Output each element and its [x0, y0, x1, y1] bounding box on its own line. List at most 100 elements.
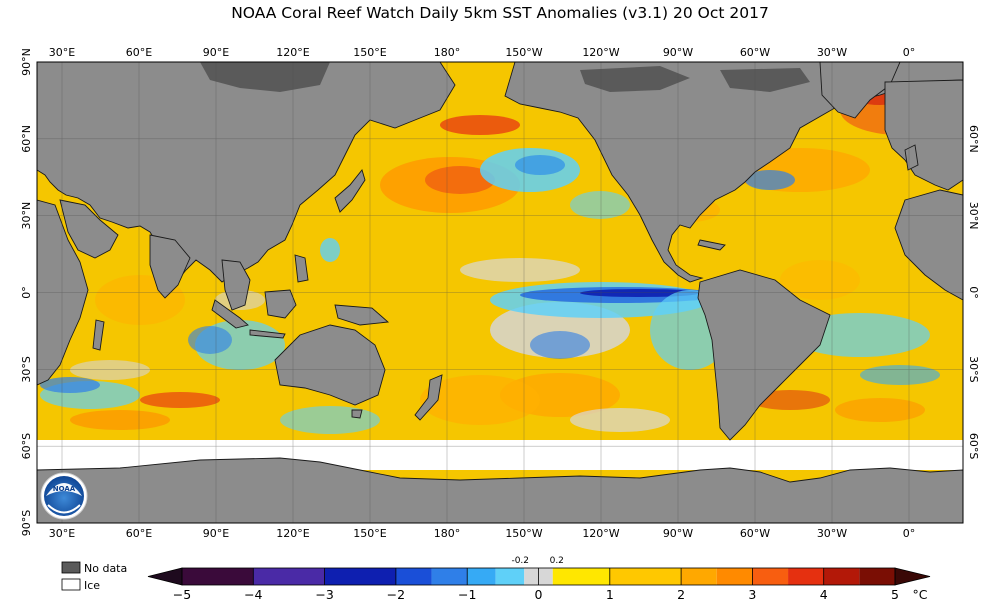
colorbar: −5 −4 −3 −2 −1 0 1 2 3 4 5 -0.2 0.2 °C [147, 556, 931, 602]
greenland [819, 62, 901, 119]
colorbar-segment [788, 568, 824, 585]
java [249, 329, 286, 339]
lon-label-bottom: 90°W [663, 527, 693, 540]
lat-label-left: 60°N [20, 125, 33, 153]
lat-label-left: 30°S [20, 356, 33, 382]
lon-label-bottom: 150°E [353, 527, 386, 540]
new-zealand [414, 374, 443, 421]
lon-label-top: 120°W [582, 46, 619, 59]
lon-label-top: 180° [434, 46, 461, 59]
colorbar-high-arrow [894, 567, 931, 586]
lon-label-top: 150°W [505, 46, 542, 59]
colorbar-segment [552, 568, 610, 585]
tasmania [351, 409, 363, 419]
lat-label-right: 60°N [967, 125, 980, 153]
colorbar-neutral-low: -0.2 [511, 556, 529, 566]
philippines [294, 254, 309, 283]
lon-label-bottom: 60°W [740, 527, 770, 540]
lon-label-bottom: 150°W [505, 527, 542, 540]
longitude-labels-top: 30°E 60°E 90°E 120°E 150°E 180° 150°W 120°W 90°W… [49, 46, 915, 59]
lon-label-top: 90°E [203, 46, 229, 59]
lon-label-bottom: 30°E [49, 527, 75, 540]
map-area [37, 62, 963, 523]
india [149, 234, 191, 299]
lon-label-bottom: 180° [434, 527, 461, 540]
arabian-peninsula [59, 199, 119, 259]
latitude-labels-right: 60°N 30°N 0° 30°S 60°S [967, 125, 980, 459]
logo-text: NOAA [53, 485, 76, 493]
new-guinea [334, 304, 390, 326]
colorbar-tick-label: 5 [891, 587, 899, 602]
madagascar [92, 319, 105, 351]
lon-label-top: 60°W [740, 46, 770, 59]
colorbar-tick-label: 2 [677, 587, 685, 602]
colorbar-unit: °C [913, 587, 928, 602]
ice-swatch [61, 578, 81, 591]
japan [334, 169, 366, 213]
land-masses [37, 62, 963, 523]
cuba [697, 239, 726, 251]
britain [904, 144, 919, 171]
no-data-swatch [61, 561, 81, 574]
no-data-patches [200, 62, 810, 92]
colorbar-tick-label: −4 [244, 587, 262, 602]
latitude-labels-left: 90°N 60°N 30°N 0° 30°S 60°S 90°S [20, 48, 33, 536]
west-africa [894, 189, 963, 301]
lat-label-right: 60°S [967, 433, 980, 459]
lon-label-bottom: 0° [903, 527, 916, 540]
antarctica [37, 457, 963, 523]
lon-label-bottom: 60°E [126, 527, 152, 540]
colorbar-segment [859, 568, 895, 585]
colorbar-segment [716, 568, 753, 585]
lon-label-bottom: 90°E [203, 527, 229, 540]
lat-label-right: 30°S [967, 356, 980, 382]
colorbar-neutral-high: 0.2 [550, 556, 564, 566]
lon-label-top: 60°E [126, 46, 152, 59]
borneo [264, 289, 297, 319]
colorbar-segment [467, 568, 496, 585]
colorbar-tick-label: 3 [748, 587, 756, 602]
indochina [221, 259, 251, 311]
colorbar-tick-label: 1 [606, 587, 614, 602]
north-america [504, 62, 963, 283]
colorbar-segment [609, 568, 682, 585]
colorbar-tick-label: −3 [315, 587, 333, 602]
lon-label-top: 0° [903, 46, 916, 59]
ice-label: Ice [84, 579, 100, 592]
lat-label-left: 0° [20, 286, 33, 299]
colorbar-segment [681, 568, 717, 585]
graticule [37, 62, 963, 523]
colorbar-segment [752, 568, 789, 585]
colorbar-tick-label: 4 [820, 587, 828, 602]
colorbar-segment [823, 568, 860, 585]
colorbar-segment [324, 568, 396, 585]
colorbar-tick-label: −5 [173, 587, 191, 602]
map-title: NOAA Coral Reef Watch Daily 5km SST Anom… [231, 4, 769, 22]
lat-label-left: 30°N [20, 202, 33, 230]
lon-label-top: 30°W [817, 46, 847, 59]
colorbar-low-arrow [147, 567, 183, 586]
colorbar-tick-label: 0 [535, 587, 543, 602]
no-data-label: No data [84, 562, 127, 575]
lon-label-bottom: 120°E [276, 527, 309, 540]
colorbar-tick-label: −1 [458, 587, 476, 602]
lon-label-top: 150°E [353, 46, 386, 59]
lon-label-top: 90°W [663, 46, 693, 59]
colorbar-segment [495, 568, 525, 585]
lon-label-bottom: 120°W [582, 527, 619, 540]
lat-label-left: 60°S [20, 433, 33, 459]
map-frame [36, 61, 964, 524]
colorbar-segment [395, 568, 432, 585]
lon-label-bottom: 30°W [817, 527, 847, 540]
lat-label-left: 90°N [20, 48, 33, 76]
colorbar-segment [253, 568, 325, 585]
lon-label-top: 30°E [49, 46, 75, 59]
noaa-logo: NOAA [40, 472, 88, 520]
eurasia [37, 62, 456, 283]
colorbar-segment [182, 568, 254, 585]
lat-label-left: 90°S [20, 510, 33, 536]
sumatra [211, 299, 249, 329]
lon-label-top: 120°E [276, 46, 309, 59]
